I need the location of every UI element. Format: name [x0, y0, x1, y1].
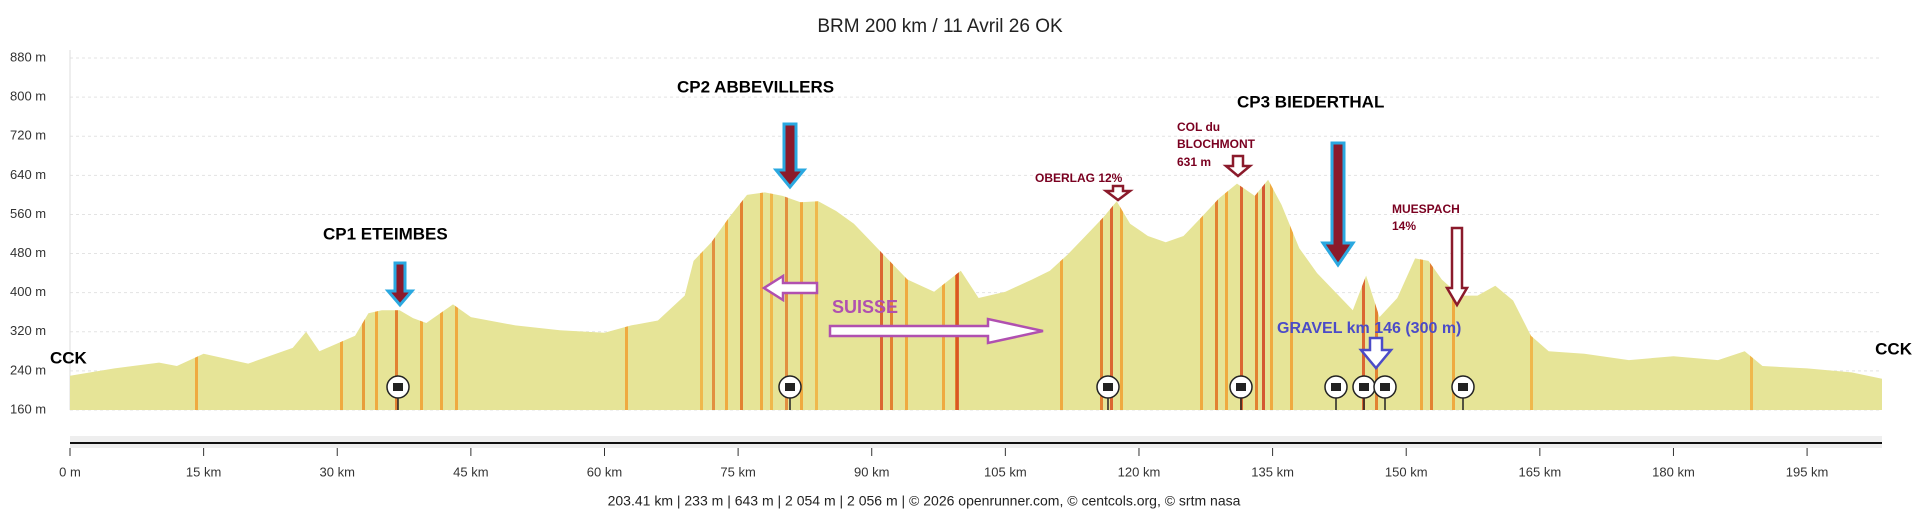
slope-stripe [1290, 179, 1293, 410]
slope-stripe [890, 179, 893, 410]
slope-stripe [880, 179, 883, 410]
slope-stripe [1530, 179, 1533, 410]
slope-stripe [905, 179, 908, 410]
slope-stripe [1262, 179, 1265, 410]
x-tick-label: 45 km [453, 464, 488, 479]
slope-stripe [815, 179, 818, 410]
slope-stripe [740, 179, 743, 410]
annotation: MUESPACH [1392, 202, 1460, 216]
slope-stripe [1200, 179, 1203, 410]
arrow [1102, 184, 1134, 202]
y-tick-label: 400 m [10, 284, 46, 299]
chart-title: BRM 200 km / 11 Avril 26 OK [817, 16, 1063, 37]
x-tick-label: 30 km [320, 464, 355, 479]
y-tick-label: 240 m [10, 362, 46, 377]
annotation: CCK [1875, 339, 1913, 358]
slope-stripe [1430, 179, 1433, 410]
slope-stripe [760, 179, 763, 410]
slope-stripe [1362, 179, 1365, 410]
x-tick-label: 135 km [1251, 464, 1294, 479]
annotation: CP3 BIEDERTHAL [1237, 92, 1384, 111]
elevation-area [70, 179, 1882, 410]
poi-icon [1380, 383, 1390, 391]
arrow [1444, 226, 1470, 308]
x-tick-label: 120 km [1118, 464, 1161, 479]
slope-stripe [1750, 179, 1753, 410]
slope-stripe [700, 179, 703, 410]
slope-stripe [712, 179, 715, 410]
poi-icon [1331, 383, 1341, 391]
x-tick-label: 0 m [59, 464, 81, 479]
slope-stripe [942, 179, 945, 410]
annotation: 631 m [1177, 155, 1211, 169]
arrow [761, 273, 819, 303]
annotation: CCK [50, 348, 88, 367]
poi-icon [1236, 383, 1246, 391]
x-tick-label: 15 km [186, 464, 221, 479]
slope-stripe [1225, 179, 1228, 410]
arrow [384, 261, 416, 308]
slope-stripe [1270, 179, 1273, 410]
poi-icon [1103, 383, 1113, 391]
y-tick-label: 880 m [10, 49, 46, 64]
slope-stripe [785, 179, 788, 410]
annotation: COL du [1177, 120, 1220, 134]
annotation: BLOCHMONT [1177, 137, 1256, 151]
arrow [1320, 141, 1356, 268]
y-tick-label: 560 m [10, 206, 46, 221]
footer: 203.41 km | 233 m | 643 m | 2 054 m | 2 … [608, 493, 1241, 509]
arrows [384, 122, 1470, 370]
x-tick-label: 105 km [984, 464, 1027, 479]
slope-stripe [1100, 179, 1103, 410]
poi-icon [785, 383, 795, 391]
poi-icon [393, 383, 403, 391]
y-tick-label: 480 m [10, 245, 46, 260]
annotation: OBERLAG 12% [1035, 171, 1123, 185]
annotation: SUISSE [832, 297, 898, 317]
slope-stripe [800, 179, 803, 410]
slope-stripe [1120, 179, 1123, 410]
arrow [1358, 336, 1394, 370]
arrow [828, 317, 1044, 345]
x-tick-label: 150 km [1385, 464, 1428, 479]
annotation: GRAVEL km 146 (300 m) [1277, 320, 1461, 337]
y-tick-label: 720 m [10, 128, 46, 143]
y-tick-label: 160 m [10, 401, 46, 416]
slope-stripe [1240, 179, 1243, 410]
x-tick-label: 195 km [1786, 464, 1829, 479]
slope-stripe [1215, 179, 1218, 410]
x-tick-label: 75 km [720, 464, 755, 479]
slope-stripe [725, 179, 728, 410]
x-tick-label: 90 km [854, 464, 889, 479]
slope-stripe [625, 179, 628, 410]
arrow [772, 122, 808, 190]
annotation: 14% [1392, 219, 1416, 233]
poi-icon [1458, 383, 1468, 391]
x-tick-label: 165 km [1519, 464, 1562, 479]
annotation: CP2 ABBEVILLERS [677, 77, 834, 96]
annotation: CP1 ETEIMBES [323, 224, 448, 243]
x-tick-label: 180 km [1652, 464, 1695, 479]
x-tick-label: 60 km [587, 464, 622, 479]
slope-stripe [1255, 179, 1258, 410]
y-tick-label: 640 m [10, 167, 46, 182]
poi-icon [1359, 383, 1369, 391]
y-tick-label: 320 m [10, 323, 46, 338]
arrow [1222, 154, 1254, 178]
slope-stripe [1420, 179, 1423, 410]
slope-stripe [1060, 179, 1063, 410]
slope-stripe [770, 179, 773, 410]
slope-stripe [455, 179, 458, 410]
slope-stripe [956, 179, 959, 410]
slope-stripe [1110, 179, 1113, 410]
slope-stripe [195, 179, 198, 410]
y-tick-label: 800 m [10, 89, 46, 104]
